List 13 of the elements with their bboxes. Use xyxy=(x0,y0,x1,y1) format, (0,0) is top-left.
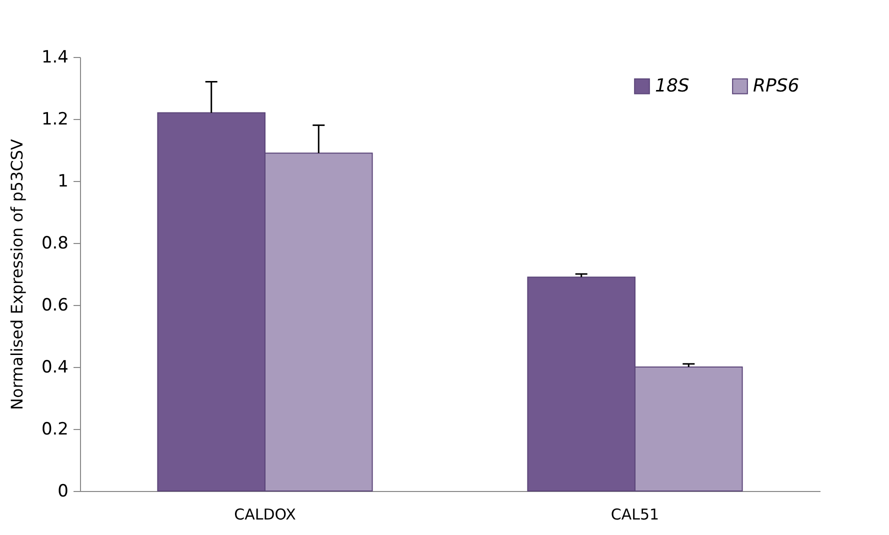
y-tick-label: 1 xyxy=(58,172,68,192)
y-tick-label: 1.2 xyxy=(41,110,68,130)
y-tick-label: 0 xyxy=(58,482,68,502)
x-tick-label: CALDOX xyxy=(234,506,296,524)
y-tick-label: 0.4 xyxy=(41,358,68,378)
legend-label: RPS6 xyxy=(753,75,800,96)
y-axis-title: Normalised Expression of p53CSV xyxy=(7,138,26,410)
y-tick-label: 0.8 xyxy=(41,234,68,254)
y-tick-label: 0.2 xyxy=(41,420,68,440)
y-tick-label: 1.4 xyxy=(41,48,68,68)
x-tick-label: CAL51 xyxy=(610,506,660,524)
y-tick-label: 0.6 xyxy=(41,296,68,316)
legend-label: 18S xyxy=(655,75,690,96)
